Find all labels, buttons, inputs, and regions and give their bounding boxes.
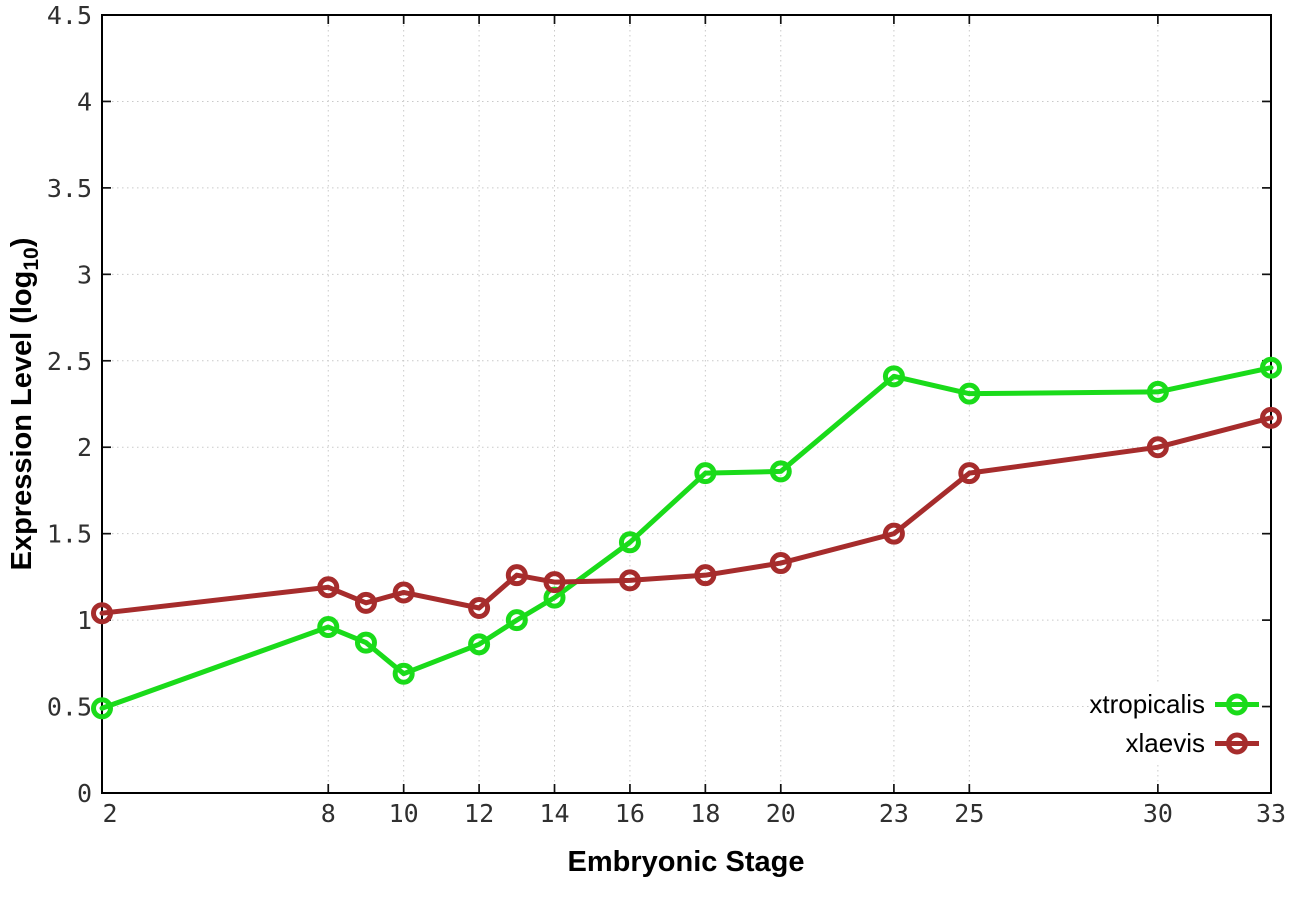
data-point-xtropicalis-8 — [317, 616, 340, 639]
y-axis-title-text: Expression Level (log — [6, 270, 38, 571]
data-point-xtropicalis-30 — [1146, 380, 1169, 403]
data-point-xtropicalis-33 — [1260, 356, 1282, 379]
x-tick-label-12: 12 — [464, 799, 494, 828]
data-point-xtropicalis-2 — [91, 697, 113, 720]
y-tick-label-0.5: 0.5 — [47, 693, 92, 722]
legend-item-xlaevis: xlaevis — [1089, 724, 1262, 763]
data-point-xlaevis-23 — [882, 522, 905, 545]
y-tick-label-4.5: 4.5 — [47, 1, 92, 30]
data-point-xtropicalis-23 — [882, 365, 905, 388]
y-tick-label-2.5: 2.5 — [47, 347, 92, 376]
x-tick-label-20: 20 — [766, 799, 796, 828]
data-point-xlaevis-9 — [354, 591, 377, 614]
legend-item-xtropicalis: xtropicalis — [1089, 685, 1262, 724]
x-tick-label-30: 30 — [1143, 799, 1173, 828]
data-point-xlaevis-30 — [1146, 436, 1169, 459]
x-tick-label-18: 18 — [690, 799, 720, 828]
data-point-xlaevis-14 — [543, 571, 566, 594]
legend-sample-shape-xlaevis — [1226, 732, 1248, 755]
x-tick-label-23: 23 — [879, 799, 909, 828]
data-point-xtropicalis-16 — [618, 531, 641, 554]
data-point-xlaevis-8 — [317, 576, 340, 599]
x-tick-label-8: 8 — [321, 799, 336, 828]
data-point-xtropicalis-10 — [392, 662, 415, 685]
legend-marker-xtropicalis-icon — [1215, 693, 1259, 716]
x-tick-label-10: 10 — [389, 799, 419, 828]
plot-border — [101, 14, 1272, 794]
data-point-xlaevis-20 — [769, 552, 792, 575]
y-axis-title: Expression Level (log10) — [6, 15, 46, 793]
x-tick-label-33: 33 — [1256, 799, 1286, 828]
legend-sample-shape-xtropicalis — [1226, 693, 1248, 716]
data-point-xtropicalis-13 — [505, 609, 528, 632]
y-axis-title-subscript: 10 — [19, 247, 43, 271]
legend-marker-xlaevis-icon — [1215, 732, 1259, 755]
x-tick-label-14: 14 — [539, 799, 569, 828]
data-point-xtropicalis-12 — [468, 633, 491, 656]
data-point-xtropicalis-20 — [769, 460, 792, 483]
y-tick-label-3.5: 3.5 — [47, 174, 92, 203]
x-axis-title: Embryonic Stage — [567, 846, 805, 878]
data-point-xtropicalis-18 — [694, 462, 717, 485]
data-point-xlaevis-33 — [1260, 406, 1282, 429]
x-tick-label-16: 16 — [615, 799, 645, 828]
y-axis-title-close: ) — [6, 237, 38, 248]
x-tick-label-2: 2 — [102, 799, 117, 828]
legend: xtropicalis xlaevis — [1089, 684, 1262, 764]
y-tick-label-2: 2 — [77, 433, 92, 462]
y-tick-label-1.5: 1.5 — [47, 520, 92, 549]
data-point-xlaevis-16 — [618, 569, 641, 592]
series-line-xtropicalis — [99, 365, 1274, 711]
data-point-xlaevis-12 — [468, 597, 491, 620]
data-point-xlaevis-2 — [91, 602, 113, 625]
data-point-xlaevis-10 — [392, 581, 415, 604]
legend-label-xtropicalis: xtropicalis — [1089, 689, 1205, 719]
legend-label-xlaevis: xlaevis — [1125, 728, 1205, 758]
y-tick-label-3: 3 — [77, 260, 92, 289]
y-tick-label-0: 0 — [77, 779, 92, 808]
x-tick-label-25: 25 — [954, 799, 984, 828]
y-tick-label-4: 4 — [77, 87, 92, 116]
data-point-xtropicalis-25 — [958, 382, 981, 405]
y-tick-label-1: 1 — [77, 606, 92, 635]
data-point-xlaevis-25 — [958, 462, 981, 485]
data-point-xlaevis-18 — [694, 564, 717, 587]
data-point-xtropicalis-9 — [354, 631, 377, 654]
data-point-xlaevis-13 — [505, 564, 528, 587]
